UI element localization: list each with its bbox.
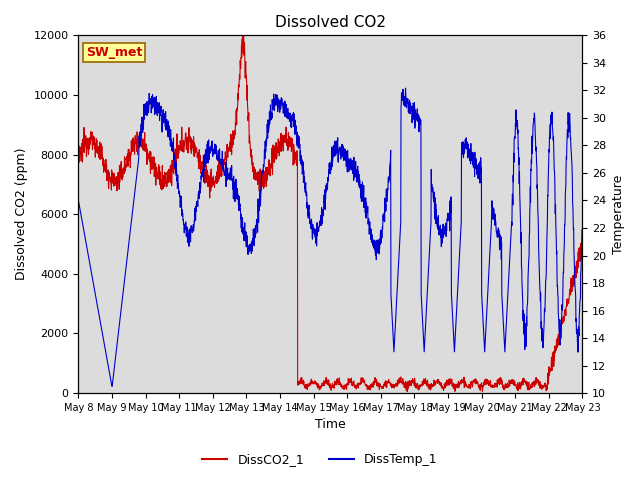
Title: Dissolved CO2: Dissolved CO2: [275, 15, 386, 30]
Legend: DissCO2_1, DissTemp_1: DissCO2_1, DissTemp_1: [197, 448, 443, 471]
X-axis label: Time: Time: [315, 419, 346, 432]
Text: SW_met: SW_met: [86, 46, 142, 59]
Y-axis label: Dissolved CO2 (ppm): Dissolved CO2 (ppm): [15, 148, 28, 280]
Y-axis label: Temperature: Temperature: [612, 175, 625, 254]
